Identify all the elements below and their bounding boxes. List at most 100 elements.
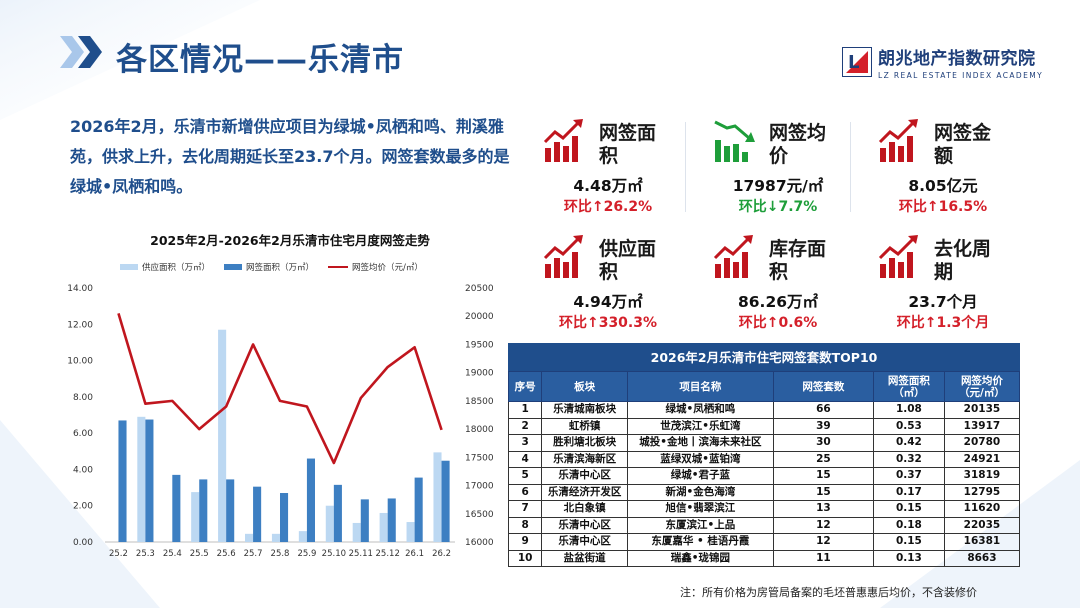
supply-bar [379, 512, 388, 542]
kpi-sign-amount: 网签金额 8.05亿元 环比↑16.5% [878, 118, 1028, 218]
table-row: 6 乐清经济开发区 新湖•金色海湾 15 0.17 12795 [507, 483, 1021, 501]
trend-up-chart-icon [543, 119, 583, 162]
y-right-tick-label: 16500 [465, 510, 494, 520]
table-cell: 20780 [943, 434, 1021, 452]
x-tick-label: 25.5 [190, 549, 209, 559]
y-right-tick-label: 17000 [465, 482, 494, 492]
y-right-tick-label: 19500 [465, 340, 494, 350]
x-tick-label: 26.2 [432, 549, 451, 559]
x-tick-label: 25.4 [163, 549, 182, 559]
table-cell: 13917 [943, 417, 1021, 435]
kpi-sign-price: 网签均价 17987元/㎡ 环比↓7.7% [713, 118, 863, 218]
trend-up-chart-icon [543, 235, 583, 278]
table-cell: 2 [507, 417, 543, 435]
table-cell: 乐清中心区 [541, 516, 628, 534]
header: 各区情况——乐清市 L 朗兆地产指数研究院 LZ REAL ESTATE IND… [0, 0, 1080, 100]
legend-label: 网签均价（元/㎡） [352, 263, 423, 273]
table-cell: 0.15 [872, 500, 945, 518]
kpi-change: 环比↑0.6% [738, 315, 818, 331]
table-cell: 0.32 [872, 450, 945, 468]
table-cell: 10 [507, 549, 543, 567]
trend-up-chart-icon [878, 119, 918, 162]
y-left-tick-label: 14.00 [67, 284, 93, 294]
supply-bar [218, 329, 227, 542]
y-left-tick-label: 0.00 [73, 538, 93, 548]
table-cell: 13 [772, 500, 874, 518]
supply-bar [271, 533, 280, 542]
table-cell: 1 [507, 401, 543, 419]
logo: L 朗兆地产指数研究院 LZ REAL ESTATE INDEX ACADEMY [842, 44, 1043, 80]
legend-label: 网签面积（万㎡） [246, 263, 315, 273]
table-cell: 0.17 [872, 483, 945, 501]
legend-item-supply: 供应面积（万㎡） [120, 261, 210, 273]
supply-bar [137, 416, 146, 542]
table-header-cell: 网签套数 [772, 371, 874, 402]
y-right-tick-label: 17500 [465, 453, 494, 463]
sign-bar [387, 498, 396, 542]
table-header-cell: 项目名称 [626, 371, 774, 402]
kpi-label: 库存面积 [769, 238, 827, 283]
kpi-label: 网签面积 [599, 122, 657, 167]
y-right-tick-label: 16000 [465, 538, 494, 548]
divider [850, 122, 851, 212]
y-left-tick-label: 4.00 [73, 465, 93, 475]
table-cell: 乐清中心区 [541, 467, 628, 485]
y-right-tick-label: 20500 [465, 284, 494, 294]
x-tick-label: 25.12 [376, 549, 400, 559]
table-cell: 8663 [943, 549, 1021, 567]
table-cell: 0.53 [872, 417, 945, 435]
y-left-tick-label: 6.00 [73, 429, 93, 439]
y-left-tick-label: 2.00 [73, 502, 93, 512]
table-cell: 24921 [943, 450, 1021, 468]
trend-down-chart-icon [714, 120, 755, 162]
table-cell: 15 [772, 467, 874, 485]
kpi-cycle: 去化周期 23.7个月 环比↑1.3个月 [878, 234, 1028, 334]
chart-title: 2025年2月-2026年2月乐清市住宅月度网签走势 [150, 233, 430, 248]
top10-table: 2026年2月乐清市住宅网签套数TOP10 序号 板块 项目名称 网签套数 网签面积 （㎡… [507, 343, 1021, 567]
table-cell: 世茂滨江•乐虹湾 [626, 417, 774, 435]
table-cell: 0.13 [872, 549, 945, 567]
table-cell: 11620 [943, 500, 1021, 518]
y-right-tick-label: 18500 [465, 397, 494, 407]
table-cell: 39 [772, 417, 874, 435]
table-cell: 11 [772, 549, 874, 567]
logo-letter: L [848, 52, 859, 73]
sign-bar [360, 499, 369, 542]
table-row: 5 乐清中心区 绿城•君子蓝 15 0.37 31819 [507, 467, 1021, 485]
table-cell: 新湖•金色海湾 [626, 483, 774, 501]
table-row: 10 盐盆街道 瑞鑫•珑锦园 11 0.13 8663 [507, 549, 1021, 567]
table-header-cell: 网签面积 （㎡） [872, 371, 945, 402]
logo-subtitle: LZ REAL ESTATE INDEX ACADEMY [878, 71, 1044, 80]
table-row: 7 北白象镇 旭信•翡翠滨江 13 0.15 11620 [507, 500, 1021, 518]
table-cell: 绿城•凤栖和鸣 [626, 401, 774, 419]
table-cell: 乐清中心区 [541, 533, 628, 551]
y-left-tick-label: 10.00 [67, 357, 93, 367]
sign-bar [172, 474, 181, 542]
sign-bar [414, 477, 423, 542]
x-tick-label: 25.8 [271, 549, 290, 559]
table-cell: 6 [507, 483, 543, 501]
supply-bar [325, 505, 334, 542]
kpi-value: 86.26万㎡ [737, 293, 819, 311]
kpi-value: 4.48万㎡ [573, 177, 643, 195]
table-cell: 31819 [943, 467, 1021, 485]
table-header-cell: 网签均价 （元/㎡） [943, 371, 1021, 402]
x-tick-label: 25.9 [297, 549, 316, 559]
chevron-right-icon [60, 36, 102, 68]
legend-swatch [120, 264, 138, 270]
table-header-cell: 板块 [541, 371, 628, 402]
table-cell: 0.15 [872, 533, 945, 551]
supply-bar [191, 492, 200, 542]
x-tick-label: 25.7 [244, 549, 263, 559]
kpi-change: 环比↑330.3% [558, 315, 658, 331]
table-cell: 30 [772, 434, 874, 452]
table-cell: 22035 [943, 516, 1021, 534]
sign-bar [333, 484, 342, 542]
table-cell: 16381 [943, 533, 1021, 551]
table-cell: 12795 [943, 483, 1021, 501]
legend-label: 供应面积（万㎡） [142, 263, 211, 273]
table-cell: 城投•金地丨滨海未来社区 [626, 434, 774, 452]
x-tick-label: 25.3 [136, 549, 155, 559]
kpi-label: 供应面积 [599, 238, 657, 283]
legend-item-sign: 网签面积（万㎡） [224, 261, 314, 273]
